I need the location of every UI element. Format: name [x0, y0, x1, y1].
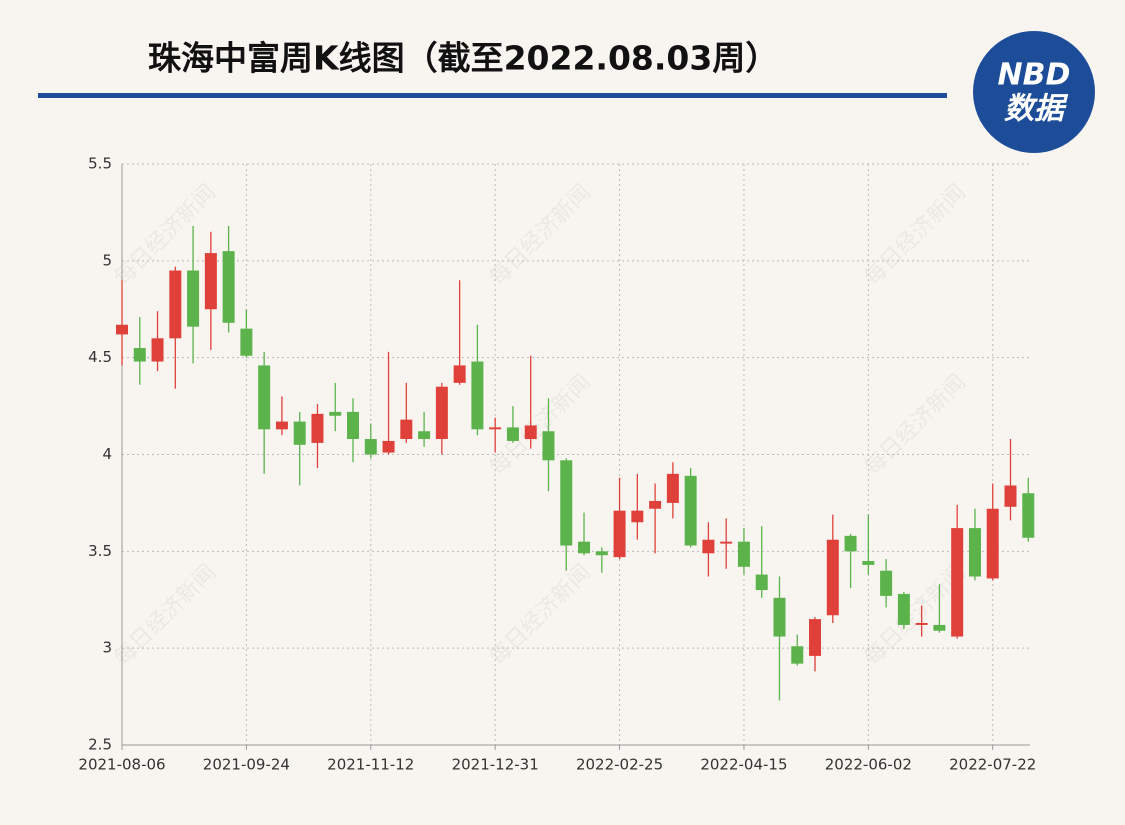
candle-body [702, 539, 715, 554]
candle-body [844, 535, 857, 552]
candle-body [880, 570, 893, 596]
candle-body [187, 270, 200, 327]
candle-body [631, 510, 644, 523]
candle-body [773, 597, 786, 637]
candle-body [169, 270, 182, 339]
candle-body [524, 425, 537, 440]
candle-body [204, 253, 217, 310]
candle-body [453, 365, 466, 383]
candle-body [382, 440, 395, 453]
candle-body [720, 541, 733, 544]
candle-body [240, 328, 253, 356]
x-tick-label: 2021-09-24 [203, 756, 290, 774]
candle-body [471, 361, 484, 430]
candle-body [293, 421, 306, 445]
candle-body [560, 460, 573, 546]
candle-body [933, 624, 946, 631]
candle-body [364, 439, 377, 455]
candle-body [684, 475, 697, 546]
candle-body [542, 431, 555, 461]
candle-body [915, 622, 928, 625]
candle-body [275, 421, 288, 430]
logo-text: NBD [998, 58, 1071, 93]
candle-body [826, 539, 839, 616]
candle-body [809, 619, 822, 656]
candle-body [133, 347, 146, 362]
candle-body [737, 541, 750, 567]
x-tick-label: 2022-06-02 [825, 756, 912, 774]
candle-body [1004, 485, 1017, 507]
logo [973, 31, 1095, 153]
candle-body [151, 338, 164, 362]
candle-body [595, 551, 608, 556]
candle-body [649, 500, 662, 509]
candle-body [968, 528, 981, 577]
title-underline [38, 93, 947, 98]
candle-body [897, 593, 910, 625]
x-tick-label: 2021-11-12 [327, 756, 414, 774]
candle-body [986, 508, 999, 579]
candle-body [489, 427, 502, 430]
candle-body [418, 431, 431, 440]
y-tick-label: 5 [102, 251, 112, 269]
candle-body [666, 473, 679, 503]
candle-body [222, 251, 235, 323]
chart-title: 珠海中富周K线图（截至2022.08.03周） [148, 39, 778, 78]
candle-body [258, 365, 271, 430]
logo-text: 数据 [1004, 92, 1069, 127]
x-tick-label: 2021-12-31 [452, 756, 539, 774]
candle-body [329, 411, 342, 416]
candle-body [347, 411, 360, 440]
y-tick-label: 5.5 [88, 155, 112, 173]
y-tick-label: 4 [102, 445, 112, 463]
x-tick-label: 2022-02-25 [576, 756, 663, 774]
candle-body [578, 541, 591, 554]
y-tick-label: 2.5 [88, 736, 112, 754]
candle-body [1022, 493, 1035, 538]
candle-body [311, 413, 324, 443]
y-tick-label: 3.5 [88, 542, 112, 560]
x-tick-label: 2022-07-22 [949, 756, 1036, 774]
candle-body [116, 324, 128, 335]
candle-body [400, 419, 413, 440]
plot: 2.5 3 3.5 4 4.5 5 5.5 2021-08-06 2021-09-24 2021-… [78, 155, 1036, 774]
x-tick-label: 2022-04-15 [700, 756, 787, 774]
candle-body [755, 574, 768, 591]
y-tick-label: 4.5 [88, 348, 112, 366]
candle-body [791, 646, 804, 664]
candle-body [613, 510, 626, 558]
x-tick-label: 2021-08-06 [78, 756, 165, 774]
candle-body [506, 427, 519, 441]
candle-body [862, 561, 875, 565]
y-tick-label: 3 [102, 639, 112, 657]
candle-body [951, 528, 964, 637]
candle-body [435, 386, 448, 440]
